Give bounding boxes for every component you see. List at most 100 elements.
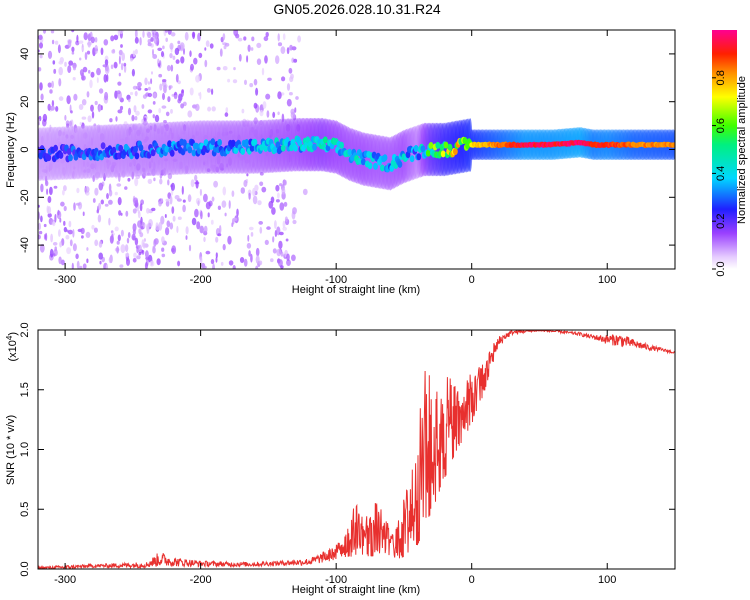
noise-speckle	[133, 105, 137, 113]
noise-speckle	[277, 42, 283, 47]
noise-speckle	[286, 47, 290, 55]
noise-speckle	[119, 105, 124, 111]
noise-speckle	[51, 80, 54, 89]
noise-speckle	[182, 199, 186, 203]
noise-speckle	[90, 36, 96, 44]
ridge-cell	[233, 147, 239, 154]
noise-speckle	[141, 104, 145, 109]
noise-speckle	[264, 239, 269, 245]
noise-speckle	[134, 37, 139, 44]
noise-speckle	[58, 256, 62, 265]
noise-speckle	[40, 183, 44, 193]
noise-speckle	[118, 55, 121, 65]
noise-speckle	[131, 114, 135, 122]
noise-speckle	[158, 107, 162, 114]
noise-speckle	[163, 85, 167, 94]
noise-speckle	[275, 55, 280, 64]
noise-speckle	[112, 48, 115, 53]
noise-speckle	[222, 33, 226, 41]
noise-speckle	[180, 103, 185, 109]
snr-panel: -300 -200 -100 0 100 0.0 0.5 1.0 1.5 2.0 Height …	[5, 322, 676, 596]
noise-speckle	[170, 109, 173, 114]
noise-speckle	[114, 226, 119, 232]
noise-speckle	[76, 34, 79, 43]
noise-speckle	[38, 34, 43, 40]
noise-speckle	[38, 234, 41, 240]
noise-speckle	[84, 52, 88, 60]
noise-speckle	[270, 258, 274, 263]
noise-speckle	[127, 107, 132, 116]
noise-speckle	[272, 111, 276, 118]
noise-speckle	[174, 47, 180, 56]
noise-speckle	[80, 227, 85, 235]
noise-speckle	[157, 47, 163, 51]
noise-speckle	[153, 177, 156, 182]
noise-speckle	[263, 36, 269, 42]
noise-speckle	[42, 113, 48, 122]
noise-speckle	[134, 49, 138, 55]
noise-speckle	[274, 220, 277, 229]
noise-speckle	[104, 59, 109, 66]
noise-speckle	[118, 72, 121, 77]
noise-speckle	[207, 212, 210, 218]
noise-speckle	[47, 103, 51, 111]
noise-speckle	[165, 37, 168, 42]
noise-speckle	[158, 221, 163, 231]
noise-speckle	[279, 231, 284, 236]
noise-speckle	[139, 232, 144, 238]
y-tick-label: 40	[19, 48, 31, 60]
noise-speckle	[277, 91, 282, 100]
noise-speckle	[166, 65, 171, 72]
noise-speckle	[120, 62, 124, 71]
noise-speckle	[145, 250, 149, 259]
noise-speckle	[170, 182, 175, 191]
noise-speckle	[217, 233, 222, 237]
noise-speckle	[65, 234, 70, 240]
noise-speckle	[199, 188, 202, 196]
noise-speckle	[123, 62, 127, 67]
noise-speckle	[152, 32, 155, 38]
noise-speckle	[174, 195, 180, 200]
noise-speckle	[103, 74, 108, 83]
ridge-cell	[447, 143, 453, 151]
noise-speckle	[47, 50, 53, 60]
noise-speckle	[150, 37, 154, 42]
snr-y-ticks: 0.0 0.5 1.0 1.5 2.0	[19, 322, 675, 577]
noise-speckle	[135, 110, 140, 116]
noise-speckle	[181, 185, 184, 195]
noise-speckle	[291, 254, 296, 262]
noise-speckle	[46, 188, 49, 195]
noise-speckle	[228, 260, 234, 266]
noise-speckle	[179, 42, 185, 51]
noise-speckle	[270, 196, 275, 204]
ridge-cell	[263, 144, 269, 152]
noise-speckle	[293, 58, 298, 63]
noise-speckle	[153, 239, 157, 247]
noise-speckle	[158, 201, 162, 207]
noise-speckle	[222, 243, 226, 251]
noise-speckle	[120, 212, 123, 216]
noise-speckle	[215, 252, 218, 259]
noise-speckle	[249, 83, 254, 88]
noise-speckle	[267, 77, 272, 82]
noise-speckle	[142, 242, 146, 249]
noise-speckle	[277, 33, 280, 42]
noise-speckle	[261, 67, 265, 76]
noise-speckle	[52, 221, 56, 227]
noise-speckle	[197, 32, 201, 42]
noise-speckle	[169, 195, 173, 205]
noise-speckle	[165, 198, 170, 202]
noise-speckle	[276, 248, 282, 257]
noise-speckle	[47, 82, 52, 88]
noise-speckle	[78, 104, 84, 110]
noise-speckle	[233, 67, 236, 71]
ridge-cell	[312, 143, 317, 151]
noise-speckle	[154, 114, 160, 123]
noise-speckle	[117, 197, 122, 206]
noise-speckle	[195, 103, 200, 111]
noise-speckle	[265, 93, 271, 100]
ridge-cell	[347, 148, 353, 156]
ridge-cell	[420, 145, 426, 153]
noise-speckle	[146, 207, 150, 214]
noise-speckle	[135, 86, 141, 90]
